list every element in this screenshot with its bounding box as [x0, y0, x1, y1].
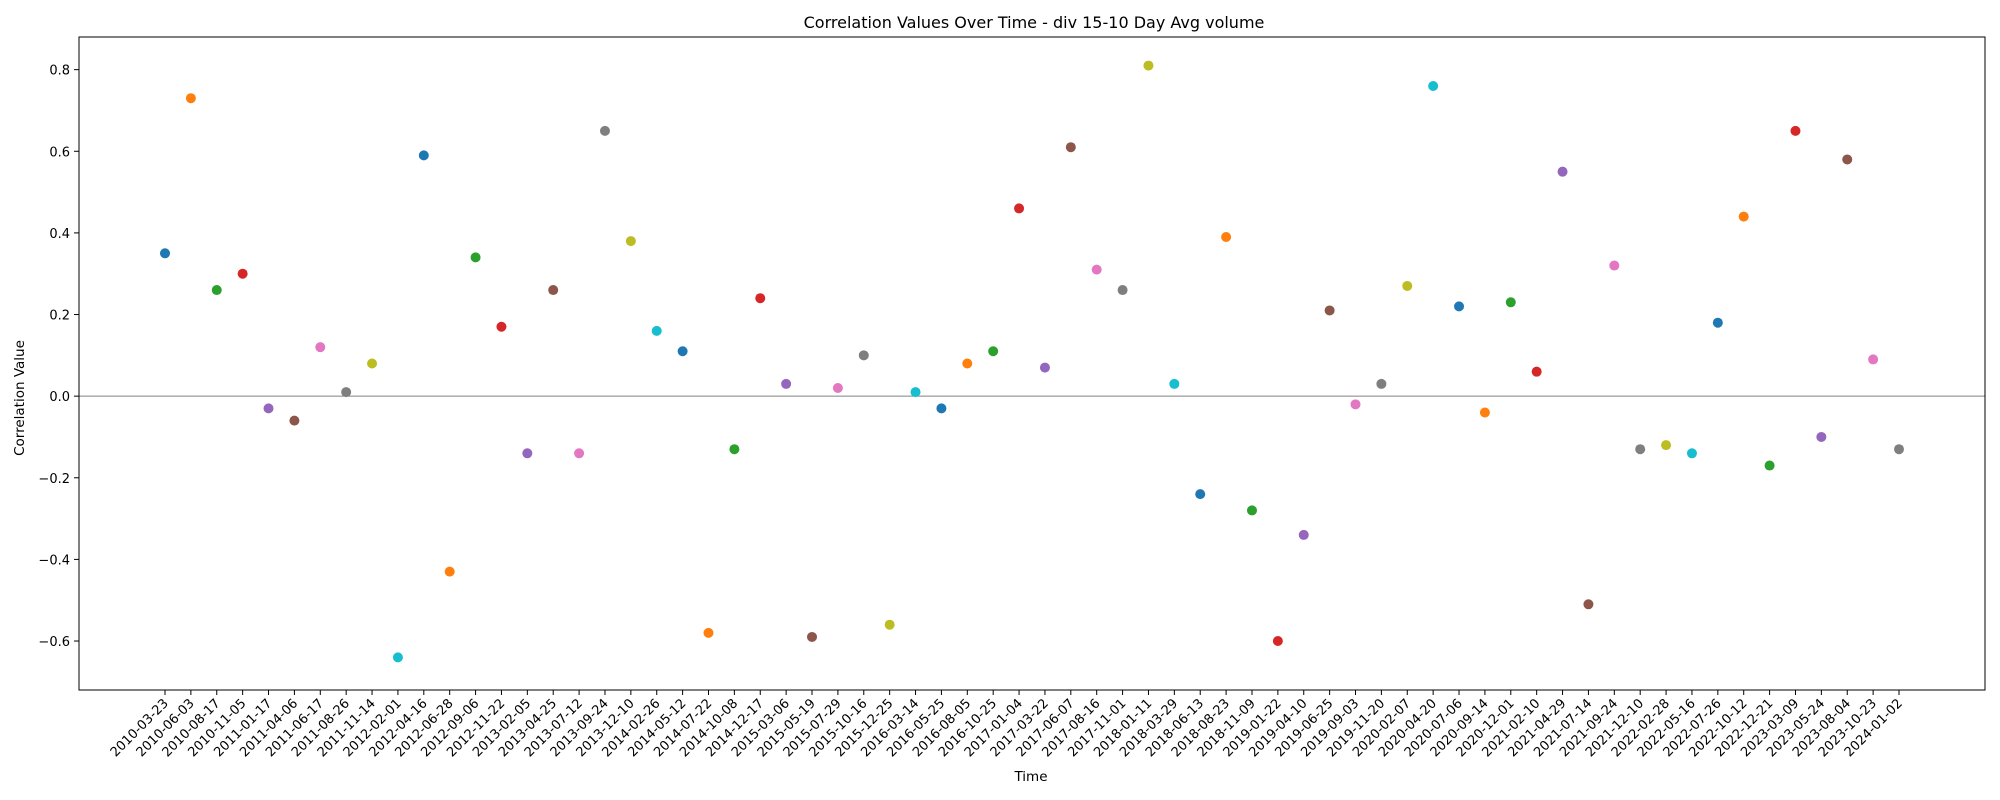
- data-point: [1117, 285, 1128, 296]
- y-tick-label: 0.0: [49, 390, 70, 405]
- data-point: [1014, 203, 1025, 214]
- data-point: [729, 444, 740, 455]
- data-point: [781, 378, 792, 389]
- data-point: [1143, 60, 1154, 71]
- data-point: [1298, 529, 1309, 540]
- y-tick-label: −0.2: [38, 472, 70, 487]
- data-point: [470, 252, 481, 263]
- data-point: [1868, 354, 1879, 365]
- data-point: [1169, 378, 1180, 389]
- data-point: [211, 285, 222, 296]
- data-point: [1272, 636, 1283, 647]
- data-point: [1609, 260, 1620, 271]
- data-point: [418, 150, 429, 161]
- data-point: [1790, 125, 1801, 136]
- data-point: [574, 448, 585, 459]
- data-point: [367, 358, 378, 369]
- data-point: [522, 448, 533, 459]
- data-point: [884, 619, 895, 630]
- data-point: [392, 652, 403, 663]
- data-point: [160, 248, 170, 259]
- data-point: [988, 346, 999, 357]
- data-point: [1428, 80, 1439, 91]
- chart-title: Correlation Values Over Time - div 15-10…: [804, 13, 1265, 32]
- data-point: [1376, 378, 1387, 389]
- data-point: [341, 387, 352, 398]
- data-point: [1583, 599, 1594, 610]
- data-point: [962, 358, 973, 369]
- data-point: [1454, 301, 1465, 312]
- data-point: [651, 325, 662, 336]
- data-point: [237, 268, 248, 279]
- y-tick-label: 0.2: [49, 309, 70, 324]
- data-point: [1842, 154, 1853, 165]
- data-point: [1039, 362, 1050, 373]
- data-point: [1557, 166, 1568, 177]
- y-tick-label: 0.8: [49, 64, 70, 79]
- y-tick-label: −0.6: [38, 635, 70, 650]
- data-point: [185, 93, 196, 104]
- data-point: [703, 627, 714, 638]
- data-point: [599, 125, 610, 136]
- data-point: [1764, 460, 1775, 471]
- data-point: [1894, 444, 1904, 455]
- data-point: [496, 321, 507, 332]
- data-point: [1635, 444, 1646, 455]
- data-point: [1350, 399, 1361, 410]
- y-tick-label: 0.6: [49, 145, 70, 160]
- data-point: [1065, 142, 1076, 153]
- x-axis: 2010-03-232010-06-032010-08-172010-11-05…: [108, 690, 1906, 760]
- data-point: [548, 285, 559, 296]
- data-point: [1686, 448, 1697, 459]
- data-point: [1324, 305, 1335, 316]
- data-point: [1246, 505, 1257, 516]
- data-point: [1402, 280, 1413, 291]
- data-point: [677, 346, 688, 357]
- data-point: [1195, 489, 1206, 500]
- data-point: [936, 403, 947, 414]
- y-tick-label: 0.4: [49, 227, 70, 242]
- y-axis-title: Correlation Value: [12, 340, 28, 456]
- data-point: [263, 403, 274, 414]
- data-point: [625, 236, 636, 247]
- data-point: [289, 415, 300, 426]
- data-point: [1712, 317, 1723, 328]
- data-point: [832, 382, 843, 393]
- data-point: [1816, 431, 1827, 442]
- data-point: [807, 631, 818, 642]
- y-axis: −0.6 −0.4 −0.2 0.0 0.2 0.4 0.6 0.8: [38, 64, 79, 650]
- x-axis-title: Time: [1013, 769, 1047, 785]
- scatter-points: [160, 60, 1904, 663]
- data-point: [1661, 440, 1672, 451]
- data-point: [1221, 231, 1232, 242]
- plot-area-frame: [78, 36, 1986, 691]
- y-tick-label: −0.4: [38, 553, 70, 568]
- data-point: [910, 387, 921, 398]
- data-point: [1091, 264, 1102, 275]
- data-point: [315, 342, 326, 353]
- data-point: [444, 566, 455, 577]
- data-point: [1531, 366, 1542, 377]
- data-point: [1505, 297, 1516, 308]
- data-point: [858, 350, 869, 361]
- data-point: [1479, 407, 1490, 418]
- data-point: [1738, 211, 1749, 222]
- data-point: [755, 293, 766, 304]
